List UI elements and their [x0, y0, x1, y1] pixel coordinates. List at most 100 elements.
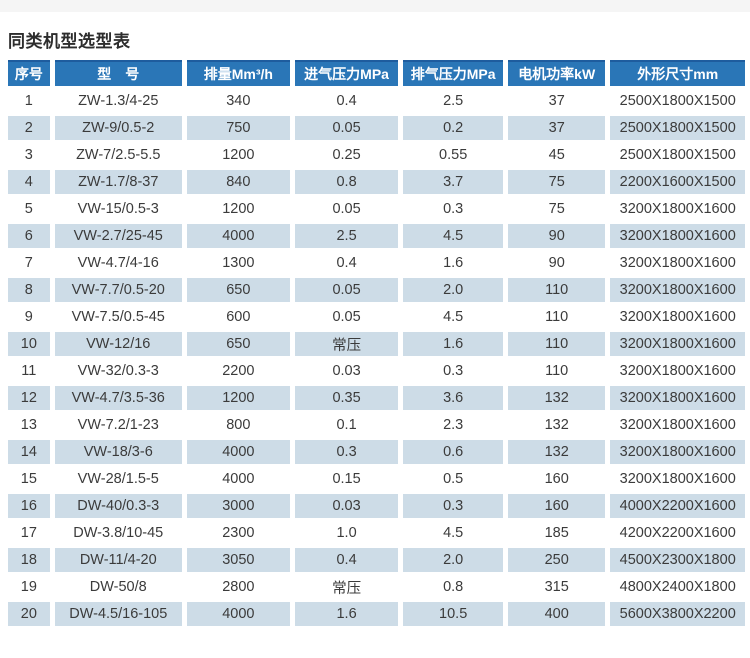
table-cell: 110 — [507, 359, 606, 383]
table-cell: 0.3 — [294, 440, 399, 464]
table-row: 17 DW-3.8/10-45 2300 1.0 4.5 185 4200X2200X160… — [8, 521, 745, 545]
table-cell: VW-15/0.5-3 — [54, 197, 182, 221]
table-cell: VW-7.5/0.5-45 — [54, 305, 182, 329]
table-row: 4 ZW-1.7/8-37 840 0.8 3.7 75 2200X1600X1500 — [8, 170, 745, 194]
table-cell: 90 — [507, 224, 606, 248]
table-cell: VW-4.7/4-16 — [54, 251, 182, 275]
table-cell: 2200 — [186, 359, 290, 383]
table-cell: 2800 — [186, 575, 290, 599]
top-strip — [0, 0, 750, 12]
table-cell: 0.3 — [403, 197, 503, 221]
table-row: 1 ZW-1.3/4-25 340 0.4 2.5 37 2500X1800X1500 — [8, 89, 745, 113]
table-cell: 0.2 — [403, 116, 503, 140]
table-cell: 90 — [507, 251, 606, 275]
table-cell: 10 — [8, 332, 50, 356]
table-cell: 3200X1800X1600 — [610, 440, 745, 464]
table-row: 13 VW-7.2/1-23 800 0.1 2.3 132 3200X1800X1600 — [8, 413, 745, 437]
table-cell: 0.8 — [403, 575, 503, 599]
table-cell: 6 — [8, 224, 50, 248]
table-cell: 0.25 — [294, 143, 399, 167]
table-cell: 2200X1600X1500 — [610, 170, 745, 194]
header-cell: 进气压力MPa — [294, 60, 399, 86]
table-cell: 0.03 — [294, 359, 399, 383]
table-cell: 2 — [8, 116, 50, 140]
table-cell: 2.0 — [403, 278, 503, 302]
table-cell: 2.3 — [403, 413, 503, 437]
table-cell: 3200X1800X1600 — [610, 251, 745, 275]
table-cell: 185 — [507, 521, 606, 545]
table-row: 8 VW-7.7/0.5-20 650 0.05 2.0 110 3200X1800X160… — [8, 278, 745, 302]
table-cell: 0.55 — [403, 143, 503, 167]
table-header-row: 序号型 号排量Mm³/h 进气压力MPa 排气压力MPa 电机功率kW 外形尺寸mm — [8, 60, 745, 86]
table-cell: 3200X1800X1600 — [610, 305, 745, 329]
table-row: 19 DW-50/8 2800 常压 0.8 315 4800X2400X1800 — [8, 575, 745, 599]
table-row: 15 VW-28/1.5-5 4000 0.15 0.5 160 3200X1800X160… — [8, 467, 745, 491]
table-cell: 常压 — [294, 575, 399, 599]
table-cell: 5 — [8, 197, 50, 221]
table-cell: 4000 — [186, 224, 290, 248]
table-cell: 650 — [186, 332, 290, 356]
table-cell: 4.5 — [403, 305, 503, 329]
table-cell: 3200X1800X1600 — [610, 224, 745, 248]
header-cell: 型 号 — [54, 60, 182, 86]
table-cell: 1.6 — [403, 251, 503, 275]
header-cell: 序号 — [8, 60, 50, 86]
table-cell: DW-50/8 — [54, 575, 182, 599]
table-cell: 1.6 — [294, 602, 399, 626]
table-cell: 4000 — [186, 440, 290, 464]
table-cell: 16 — [8, 494, 50, 518]
table-cell: 5600X3800X2200 — [610, 602, 745, 626]
table-cell: 8 — [8, 278, 50, 302]
table-cell: 1200 — [186, 197, 290, 221]
table-row: 6 VW-2.7/25-45 4000 2.5 4.5 90 3200X1800X1600 — [8, 224, 745, 248]
table-cell: 600 — [186, 305, 290, 329]
table-cell: 0.4 — [294, 89, 399, 113]
table-cell: 0.5 — [403, 467, 503, 491]
table-cell: 13 — [8, 413, 50, 437]
table-cell: 400 — [507, 602, 606, 626]
table-cell: 0.8 — [294, 170, 399, 194]
table-cell: 11 — [8, 359, 50, 383]
table-row: 16 DW-40/0.3-3 3000 0.03 0.3 160 4000X2200X160… — [8, 494, 745, 518]
table-cell: 800 — [186, 413, 290, 437]
table-cell: ZW-1.7/8-37 — [54, 170, 182, 194]
table-cell: 10.5 — [403, 602, 503, 626]
table-cell: 3200X1800X1600 — [610, 332, 745, 356]
table-cell: DW-11/4-20 — [54, 548, 182, 572]
table-cell: 4000 — [186, 602, 290, 626]
table-cell: 4500X2300X1800 — [610, 548, 745, 572]
table-cell: VW-12/16 — [54, 332, 182, 356]
table-cell: 4000 — [186, 467, 290, 491]
page-title: 同类机型选型表 — [8, 32, 131, 51]
table-cell: 0.4 — [294, 251, 399, 275]
table-cell: VW-2.7/25-45 — [54, 224, 182, 248]
table-body: 1 ZW-1.3/4-25 340 0.4 2.5 37 2500X1800X1500 2 ZW… — [8, 89, 745, 626]
table-cell: 1 — [8, 89, 50, 113]
table-cell: 0.4 — [294, 548, 399, 572]
table-cell: 2500X1800X1500 — [610, 143, 745, 167]
table-cell: 3 — [8, 143, 50, 167]
table-cell: 3200X1800X1600 — [610, 413, 745, 437]
table-cell: 4000X2200X1600 — [610, 494, 745, 518]
table-cell: 3200X1800X1600 — [610, 278, 745, 302]
table-cell: 45 — [507, 143, 606, 167]
table-cell: 14 — [8, 440, 50, 464]
table-cell: 4200X2200X1600 — [610, 521, 745, 545]
table-cell: 1200 — [186, 143, 290, 167]
table-cell: 2.5 — [403, 89, 503, 113]
table-cell: 0.3 — [403, 494, 503, 518]
table-row: 7 VW-4.7/4-16 1300 0.4 1.6 90 3200X1800X1600 — [8, 251, 745, 275]
table-cell: 18 — [8, 548, 50, 572]
table-cell: 19 — [8, 575, 50, 599]
header-cell: 电机功率kW — [507, 60, 606, 86]
table-row: 12 VW-4.7/3.5-36 1200 0.35 3.6 132 3200X1800X1… — [8, 386, 745, 410]
header-cell: 排量Mm³/h — [186, 60, 290, 86]
table-header: 序号型 号排量Mm³/h 进气压力MPa 排气压力MPa 电机功率kW 外形尺寸mm — [8, 60, 745, 86]
table-cell: 0.05 — [294, 197, 399, 221]
table-cell: 0.05 — [294, 278, 399, 302]
table-cell: 2.5 — [294, 224, 399, 248]
table-cell: 37 — [507, 116, 606, 140]
table-cell: 3200X1800X1600 — [610, 197, 745, 221]
table-cell: 0.6 — [403, 440, 503, 464]
table-cell: VW-4.7/3.5-36 — [54, 386, 182, 410]
